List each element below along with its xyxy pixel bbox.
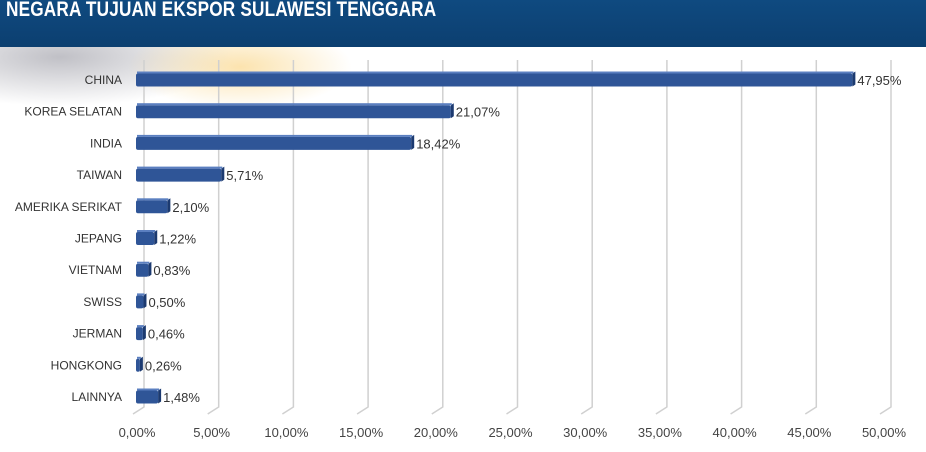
bar-face: [136, 358, 140, 372]
gridline: [506, 60, 519, 415]
bar-top: [137, 325, 144, 328]
category-label: JERMAN: [73, 327, 122, 341]
bar: [136, 356, 143, 372]
bar: [136, 198, 171, 214]
x-tick-label: 45,00%: [787, 425, 832, 440]
bar: [136, 230, 158, 245]
x-tick-label: 40,00%: [713, 425, 758, 440]
gridline: [655, 60, 668, 415]
bar-face: [136, 295, 144, 309]
bar-top: [137, 230, 156, 232]
x-tick-label: 15,00%: [339, 425, 384, 440]
bar-top: [137, 166, 223, 169]
bar: [136, 388, 162, 404]
bar-side: [143, 293, 147, 309]
bar-face: [136, 327, 143, 341]
bar: [136, 166, 225, 182]
bar-face: [136, 232, 155, 245]
bar-top: [137, 388, 160, 391]
bar-side: [139, 356, 143, 372]
bar-face: [136, 73, 853, 87]
bar: [136, 325, 146, 341]
bar: [136, 103, 454, 119]
bar: [136, 134, 415, 150]
x-tick-label: 30,00%: [563, 425, 608, 440]
bar-side: [167, 198, 171, 214]
category-label: VIETNAM: [69, 263, 122, 277]
bar-face: [136, 105, 451, 119]
data-label: 1,48%: [163, 390, 200, 405]
bar-top: [137, 134, 413, 137]
bar-top: [137, 293, 145, 296]
x-tick-label: 10,00%: [264, 425, 309, 440]
bar-side: [154, 230, 158, 245]
category-label: CHINA: [85, 73, 122, 87]
data-label: 5,71%: [226, 168, 263, 183]
gridline: [730, 60, 743, 415]
bar-top: [137, 71, 854, 74]
page-title: NEGARA TUJUAN EKSPOR SULAWESI TENGGARA: [6, 0, 437, 21]
bar-face: [136, 168, 222, 182]
x-tick-label: 50,00%: [862, 425, 907, 440]
data-label: 21,07%: [456, 105, 501, 120]
gridline: [281, 60, 295, 415]
bar-side: [142, 325, 146, 341]
data-label: 0,83%: [153, 263, 190, 278]
gridline: [431, 60, 444, 415]
x-tick-label: 0,00%: [119, 425, 156, 440]
bar-side: [450, 103, 454, 119]
bar-top: [137, 103, 452, 106]
data-label: 1,22%: [159, 232, 196, 247]
data-label: 18,42%: [416, 136, 461, 151]
category-label: KOREA SELATAN: [24, 105, 122, 119]
gridline: [879, 60, 892, 415]
gridline: [804, 60, 818, 415]
bar-face: [136, 136, 412, 150]
bar-side: [158, 388, 162, 404]
data-label: 47,95%: [857, 73, 902, 88]
bar-top: [137, 198, 169, 201]
bar-face: [136, 200, 168, 214]
gridline: [580, 60, 593, 415]
data-label: 0,50%: [148, 295, 185, 310]
header-band: [0, 0, 926, 47]
bar: [136, 293, 147, 309]
bar-side: [221, 166, 225, 182]
x-tick-label: 5,00%: [193, 425, 230, 440]
category-label: LAINNYA: [72, 390, 122, 404]
gridline: [356, 60, 369, 415]
data-label: 0,26%: [145, 358, 182, 373]
x-tick-label: 25,00%: [488, 425, 533, 440]
category-label: SWISS: [83, 295, 122, 309]
bar-top: [137, 356, 141, 359]
category-label: HONGKONG: [51, 358, 122, 372]
bar-side: [148, 261, 152, 277]
x-tick-label: 35,00%: [638, 425, 683, 440]
data-label: 0,46%: [148, 327, 185, 342]
bar-side: [411, 134, 415, 150]
bar: [136, 71, 856, 87]
category-label: AMERIKA SERIKAT: [15, 200, 123, 214]
x-tick-label: 20,00%: [414, 425, 459, 440]
category-label: JEPANG: [75, 232, 122, 246]
bar-side: [852, 71, 856, 87]
bar-top: [137, 261, 150, 264]
bar: [136, 261, 152, 277]
bar-face: [136, 263, 149, 277]
category-label: INDIA: [90, 136, 122, 150]
data-label: 2,10%: [172, 200, 209, 215]
bar-face: [136, 390, 159, 404]
category-label: TAIWAN: [77, 168, 122, 182]
